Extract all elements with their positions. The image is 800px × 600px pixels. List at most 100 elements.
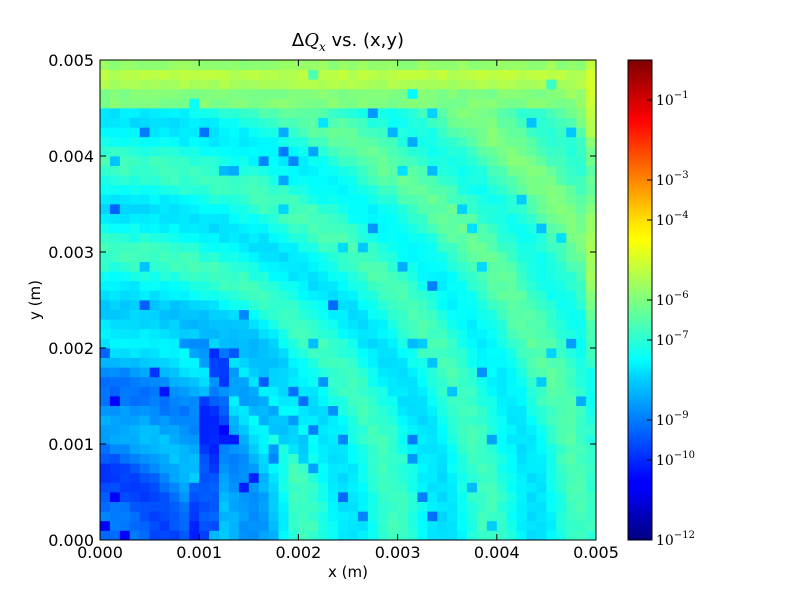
heatmap-cell — [457, 482, 468, 493]
heatmap-cell — [338, 60, 349, 70]
heatmap-cell — [228, 405, 240, 416]
heatmap-cell — [149, 424, 160, 435]
heatmap-cell — [268, 223, 279, 234]
heatmap-cell — [238, 367, 250, 378]
heatmap-cell — [486, 108, 498, 118]
heatmap-cell — [387, 530, 398, 541]
heatmap-cell — [576, 338, 587, 349]
heatmap-cell — [546, 117, 557, 128]
heatmap-cell — [467, 69, 478, 80]
heatmap-cell — [566, 117, 577, 128]
heatmap-cell — [476, 520, 488, 531]
heatmap-cell — [169, 98, 180, 109]
heatmap-cell — [318, 242, 329, 253]
heatmap-cell — [516, 338, 527, 349]
heatmap-cell — [159, 146, 170, 157]
heatmap-cell — [377, 482, 389, 493]
heatmap-cell — [506, 261, 518, 272]
heatmap-cell — [566, 280, 577, 291]
heatmap-cell — [348, 175, 359, 186]
heatmap-cell — [159, 252, 170, 262]
heatmap-cell — [506, 396, 518, 406]
heatmap-cell — [486, 434, 498, 445]
heatmap-cell — [129, 204, 141, 214]
heatmap-cell — [377, 511, 389, 522]
heatmap-cell — [288, 319, 299, 330]
heatmap-cell — [447, 444, 458, 454]
heatmap-cell — [100, 252, 111, 262]
heatmap-cell — [387, 60, 398, 70]
heatmap-cell — [447, 511, 458, 522]
heatmap-cell — [288, 405, 299, 416]
heatmap-cell — [407, 175, 418, 186]
heatmap-cell — [179, 69, 190, 80]
heatmap-cell — [417, 501, 428, 512]
heatmap-cell — [348, 357, 359, 368]
heatmap-cell — [248, 108, 260, 118]
heatmap-cell — [506, 136, 518, 147]
heatmap-cell — [248, 482, 260, 493]
heatmap-cell — [258, 501, 270, 512]
heatmap-cell — [100, 338, 111, 349]
heatmap-cell — [248, 338, 260, 349]
heatmap-cell — [377, 300, 389, 310]
heatmap-cell — [248, 357, 260, 368]
heatmap-cell — [308, 213, 319, 224]
heatmap-cell — [149, 232, 160, 243]
heatmap-cell — [278, 223, 289, 234]
heatmap-cell — [318, 98, 329, 109]
heatmap-cell — [407, 367, 418, 378]
heatmap-cell — [100, 69, 111, 80]
heatmap-cell — [576, 405, 587, 416]
heatmap-cell — [486, 136, 498, 147]
heatmap-cell — [576, 242, 587, 253]
heatmap-cell — [109, 127, 121, 138]
heatmap-cell — [496, 367, 508, 378]
heatmap-cell — [328, 117, 339, 128]
heatmap-cell — [100, 223, 111, 234]
heatmap-cell — [586, 530, 597, 541]
heatmap-cell — [139, 194, 150, 205]
heatmap-cell — [397, 501, 408, 512]
heatmap-cell — [248, 501, 260, 512]
heatmap-cell — [377, 175, 389, 186]
heatmap-cell — [149, 98, 160, 109]
heatmap-cell — [129, 501, 141, 512]
heatmap-cell — [209, 415, 220, 426]
heatmap-cell — [318, 434, 329, 445]
heatmap-cell — [209, 444, 220, 454]
heatmap-cell — [258, 69, 270, 80]
heatmap-cell — [219, 444, 230, 454]
heatmap-cell — [536, 348, 547, 358]
heatmap-cell — [496, 108, 508, 118]
heatmap-cell — [179, 492, 190, 502]
heatmap-cell — [338, 280, 349, 291]
heatmap-cell — [496, 79, 508, 90]
heatmap-cell — [179, 79, 190, 90]
heatmap-cell — [268, 472, 279, 483]
heatmap-cell — [586, 252, 597, 262]
heatmap-cell — [476, 127, 488, 138]
heatmap-cell — [288, 472, 299, 483]
colorbar-tick-label: 10−10 — [656, 450, 695, 469]
heatmap-cell — [348, 319, 359, 330]
heatmap-cell — [109, 146, 121, 157]
heatmap-cell — [248, 242, 260, 253]
heatmap-cell — [447, 463, 458, 474]
heatmap-cell — [179, 194, 190, 205]
heatmap-cell — [119, 300, 131, 310]
heatmap-cell — [556, 434, 567, 445]
heatmap-cell — [576, 530, 587, 541]
heatmap-cell — [228, 88, 240, 99]
heatmap-cell — [476, 367, 488, 378]
heatmap-cell — [546, 300, 557, 310]
heatmap-cell — [169, 472, 180, 483]
heatmap-cell — [288, 108, 299, 118]
heatmap-cell — [427, 79, 438, 90]
heatmap-cell — [179, 453, 190, 464]
heatmap-cell — [238, 136, 250, 147]
heatmap-cell — [377, 88, 389, 99]
heatmap-cell — [486, 319, 498, 330]
heatmap-cell — [109, 108, 121, 118]
heatmap-cell — [219, 463, 230, 474]
